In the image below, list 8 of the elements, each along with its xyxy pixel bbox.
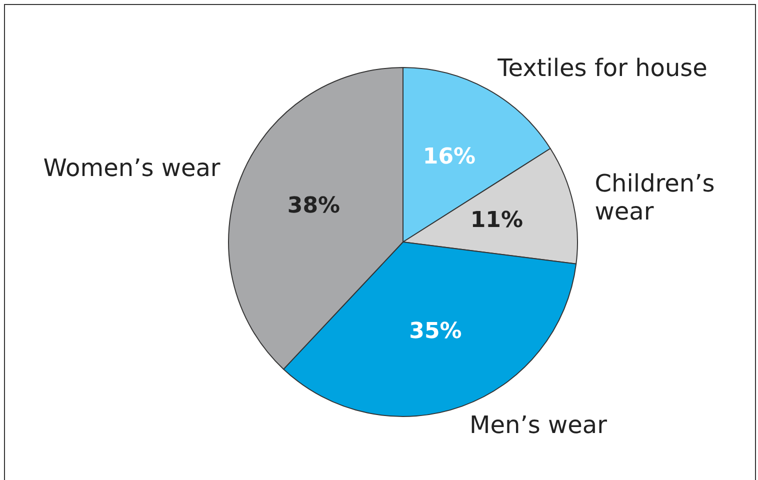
slice-label: Children’s wear <box>594 169 715 226</box>
data-label: 16% <box>422 144 476 170</box>
slice-label: Men’s wear <box>470 411 608 440</box>
data-label: 38% <box>287 193 340 218</box>
slice-label: Textiles for house <box>496 54 708 82</box>
data-label: 35% <box>409 319 462 344</box>
slice-label: Women’s wear <box>43 154 220 182</box>
data-label: 11% <box>470 208 523 233</box>
